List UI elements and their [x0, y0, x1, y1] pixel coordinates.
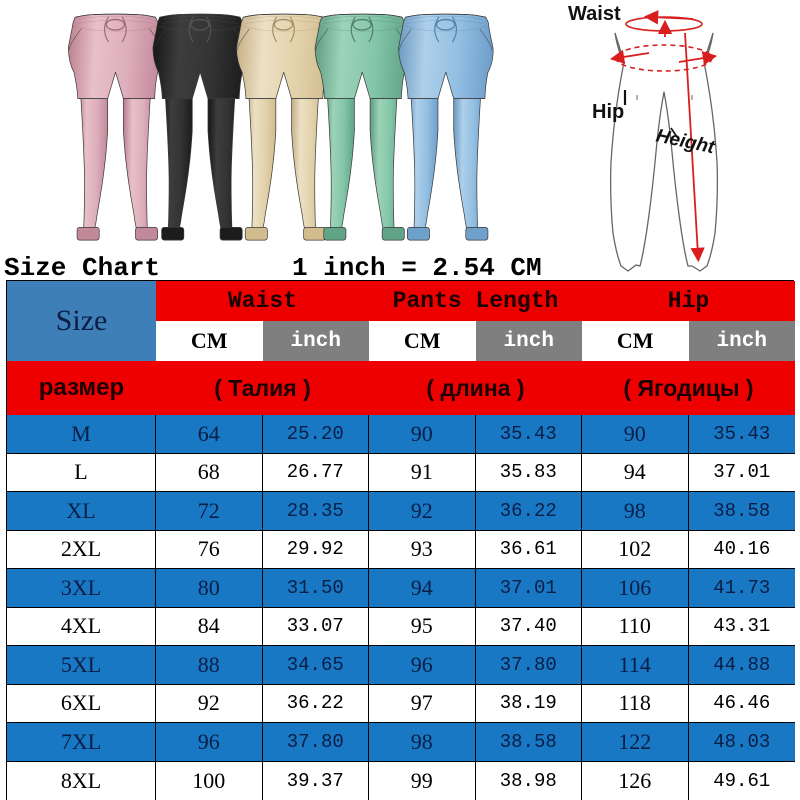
svg-text:Height: Height	[654, 125, 717, 158]
svg-text:Hip: Hip	[592, 101, 624, 123]
svg-text:Waist: Waist	[568, 3, 621, 25]
